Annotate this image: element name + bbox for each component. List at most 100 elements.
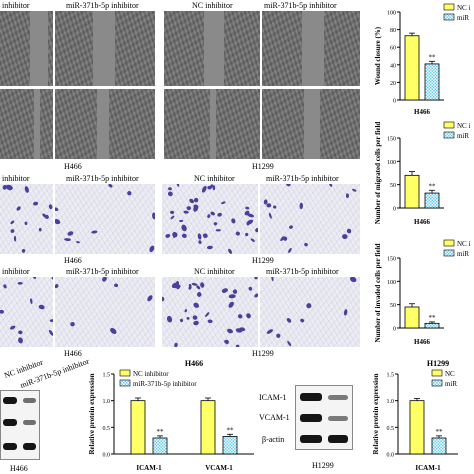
y-axis-label: Relative protein expression bbox=[88, 373, 96, 454]
stained-cell bbox=[152, 212, 155, 220]
blot-band-vcam-nc bbox=[3, 419, 17, 426]
y-tick-label: 50 bbox=[390, 183, 396, 189]
wound-image-h1299-nc-0h bbox=[164, 11, 260, 86]
y-tick-label: 1.5 bbox=[103, 373, 111, 379]
stained-cell bbox=[179, 219, 184, 223]
stained-cell bbox=[228, 301, 234, 308]
legend-swatch bbox=[119, 369, 131, 377]
stained-cell bbox=[149, 245, 155, 253]
stained-cell bbox=[55, 284, 59, 289]
stained-cell bbox=[186, 317, 190, 320]
stained-cell bbox=[16, 206, 21, 211]
stained-cell bbox=[55, 207, 59, 211]
y-tick-label: 60 bbox=[390, 46, 396, 52]
stained-cell bbox=[193, 197, 199, 203]
stained-cell bbox=[227, 328, 234, 334]
stained-cell bbox=[24, 221, 28, 225]
stained-cell bbox=[38, 304, 45, 310]
stained-cell bbox=[286, 184, 291, 187]
migration-label-inhibitor: inhibitor bbox=[2, 174, 30, 183]
legend-swatch bbox=[431, 369, 443, 377]
y-tick-label: 40 bbox=[390, 63, 396, 69]
stained-cell bbox=[108, 184, 113, 188]
stained-cell bbox=[17, 281, 23, 285]
stained-cell bbox=[212, 185, 216, 191]
stained-cell bbox=[188, 286, 192, 290]
stained-cell bbox=[110, 327, 117, 334]
blot-band-icam-mir bbox=[23, 398, 36, 403]
bar-nc bbox=[404, 35, 420, 101]
legend-swatch bbox=[443, 121, 455, 129]
wound-image-h466-nc-0h bbox=[0, 11, 53, 86]
stained-cell bbox=[207, 214, 211, 219]
legend-label: miR bbox=[457, 132, 469, 140]
stained-cell bbox=[33, 277, 37, 279]
stained-cell bbox=[181, 233, 187, 238]
bar-inhibitor bbox=[152, 437, 168, 455]
bar-nc bbox=[404, 306, 420, 329]
stained-cell bbox=[13, 235, 17, 242]
wound-cell-line-h1299: H1299 bbox=[252, 162, 274, 171]
stained-cell bbox=[255, 228, 258, 233]
stained-cell bbox=[304, 242, 308, 247]
invasion-image-h1299-mir bbox=[260, 277, 360, 347]
stained-cell bbox=[191, 282, 198, 286]
category-label: VCAM-1 bbox=[205, 464, 233, 472]
y-tick-label: 0.5 bbox=[103, 426, 111, 432]
y-tick-label: 50 bbox=[390, 303, 396, 309]
bar-nc bbox=[409, 400, 425, 455]
wound-image-h466-nc-24h bbox=[0, 89, 53, 159]
y-tick-label: 0 bbox=[393, 99, 396, 105]
legend-swatch bbox=[443, 13, 455, 21]
legend-swatch bbox=[119, 379, 131, 387]
y-tick-label: 1.5 bbox=[387, 373, 395, 379]
stained-cell bbox=[18, 330, 23, 335]
stained-cell bbox=[198, 240, 202, 244]
stained-cell bbox=[2, 184, 7, 190]
stained-cell bbox=[170, 210, 175, 214]
stained-cell bbox=[288, 247, 292, 253]
y-axis-label: Number of invaded cells per field bbox=[374, 243, 382, 342]
bar-nc bbox=[200, 400, 216, 455]
migration-image-h1299-mir bbox=[260, 184, 360, 254]
stained-cell bbox=[167, 191, 173, 197]
blot-cell-line-h1299: H1299 bbox=[312, 461, 334, 470]
blot-band-h1299-icam-mir bbox=[328, 395, 348, 400]
stained-cell bbox=[184, 309, 188, 313]
blot-band-icam-nc bbox=[3, 397, 17, 404]
invasion-label-nc-h1299: NC inhibitor bbox=[194, 267, 235, 276]
stained-cell bbox=[21, 248, 26, 253]
invasion-label-mir-h1299: miR-371b-5p inhibitor bbox=[266, 267, 339, 276]
stained-cell bbox=[176, 184, 180, 187]
stained-cell bbox=[49, 319, 53, 322]
bar-inhibitor bbox=[424, 63, 440, 101]
stained-cell bbox=[91, 230, 98, 234]
stained-cell bbox=[168, 187, 172, 191]
stained-cell bbox=[306, 303, 312, 309]
bar-inhibitor bbox=[424, 192, 440, 209]
wound-label-nc-h1299: NC inhibitor bbox=[192, 1, 233, 10]
y-tick-label: 1.0 bbox=[387, 399, 395, 405]
stained-cell bbox=[206, 245, 213, 250]
y-tick-label: 0 bbox=[393, 207, 396, 213]
stained-cell bbox=[64, 238, 71, 241]
wound-image-h1299-mir-24h bbox=[262, 89, 360, 159]
stained-cell bbox=[181, 224, 187, 232]
stained-cell bbox=[286, 317, 292, 323]
legend-label: NC bbox=[445, 370, 455, 378]
y-tick-label: 80 bbox=[390, 28, 396, 34]
bar-nc bbox=[404, 174, 420, 209]
stained-cell bbox=[235, 231, 240, 236]
stained-cell bbox=[38, 227, 42, 232]
migration-label-mir-h1299: miR-371b-5p inhibitor bbox=[266, 174, 339, 183]
migration-image-h466-mir bbox=[55, 184, 155, 254]
legend-label: NC inhibitor bbox=[133, 370, 169, 378]
legend-label: miR-371b-5p inhibitor bbox=[133, 380, 197, 388]
migration-cell-line-h1299: H1299 bbox=[252, 256, 274, 265]
stained-cell bbox=[343, 309, 348, 316]
invasion-image-h466-nc bbox=[0, 277, 53, 347]
stained-cell bbox=[300, 318, 305, 323]
stained-cell bbox=[250, 238, 255, 242]
migration-image-h1299-nc bbox=[162, 184, 258, 254]
wound-label-mir-h1299: miR-371b-5p inhibitor bbox=[264, 1, 337, 10]
